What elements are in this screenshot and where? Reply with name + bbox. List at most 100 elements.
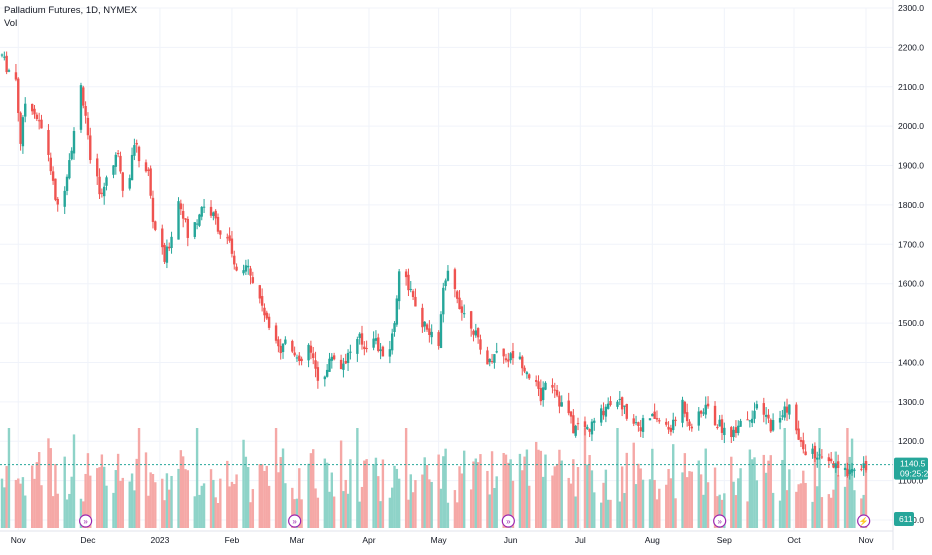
volume-bar <box>40 485 43 528</box>
volume-bar <box>193 496 196 528</box>
candle-body <box>718 419 721 427</box>
volume-bar <box>502 452 505 528</box>
volume-bar <box>170 475 173 528</box>
volume-bar <box>404 428 408 528</box>
candle-body <box>214 210 217 219</box>
volume-bar <box>846 428 849 528</box>
candle-body <box>813 445 817 459</box>
candle-body <box>381 346 385 357</box>
volume-bar <box>730 456 733 528</box>
candle-body <box>70 150 73 160</box>
price-tick-label: 1200.0 <box>898 436 924 446</box>
volume-bar <box>82 501 85 528</box>
event-markers: » » » » ⚡ <box>79 514 871 528</box>
volume-bar <box>51 496 55 528</box>
split-event-icon <box>713 514 727 528</box>
candle-body <box>634 422 638 424</box>
candle-body <box>154 221 157 230</box>
last-volume-value: 611 <box>899 514 913 524</box>
volume-bar <box>567 477 570 528</box>
volume-bar <box>377 476 380 528</box>
volume-bar <box>181 456 185 528</box>
time-axis[interactable]: Nov Dec 2023 Feb Mar Apr May Jun Jul Aug Sep Oct Nov <box>0 530 893 545</box>
candle-body <box>279 345 282 354</box>
candle-body <box>325 369 329 377</box>
price-tick-label: 1700.0 <box>898 239 924 249</box>
candle-body <box>690 426 694 429</box>
candle-body <box>7 70 11 72</box>
volume-bar <box>258 464 262 528</box>
volume-bar <box>437 454 440 528</box>
candle-body <box>446 270 450 281</box>
price-tick-label: 2200.0 <box>898 42 924 52</box>
volume-bar <box>356 428 359 528</box>
candle-body <box>17 78 20 113</box>
volume-bar <box>723 493 726 528</box>
volume-bar <box>639 468 642 528</box>
volume-bar <box>551 475 554 528</box>
candle-body <box>655 418 659 420</box>
volume-bar <box>490 451 494 528</box>
volume-bar <box>179 450 183 528</box>
volume-bar <box>200 485 203 528</box>
volume-bar <box>476 462 480 528</box>
volume-bar <box>430 481 433 528</box>
candle-body <box>836 461 840 468</box>
candle-body <box>170 236 173 248</box>
price-tick-label: 1600.0 <box>898 279 924 289</box>
candle-body <box>637 422 640 426</box>
volume-bar <box>263 470 266 528</box>
candle-body <box>19 112 22 144</box>
candle-body <box>40 119 43 129</box>
candle-body <box>797 428 800 440</box>
volume-bar <box>458 466 461 528</box>
chart-legend: Palladium Futures, 1D, NYMEX Vol <box>4 4 137 30</box>
volume-bar <box>674 498 677 528</box>
candle-body <box>360 333 364 345</box>
candle-body <box>151 197 155 222</box>
volume-bar <box>5 466 8 528</box>
candle-body <box>249 268 252 276</box>
volume-bar <box>128 481 131 528</box>
candle-body <box>404 271 408 278</box>
symbol-title[interactable]: Palladium Futures, 1D, NYMEX <box>4 5 138 16</box>
candle-body <box>862 463 865 469</box>
volume-legend[interactable]: Vol <box>4 18 18 29</box>
candle-body <box>560 402 563 407</box>
volume-bar <box>284 483 287 528</box>
candle-body <box>658 420 661 422</box>
candle-body <box>706 403 710 407</box>
candle-body <box>277 339 280 347</box>
candle-body <box>732 429 735 438</box>
candle-body <box>672 419 675 431</box>
candle-body <box>551 384 554 388</box>
candle-body <box>298 355 301 362</box>
volume-bar <box>606 499 610 528</box>
volume-bar <box>746 501 749 528</box>
candle-body <box>799 439 803 442</box>
volume-bar <box>21 477 25 528</box>
candle-body <box>102 186 106 197</box>
candle-body <box>669 427 673 432</box>
candle-body <box>65 176 69 191</box>
volume-bar <box>235 474 238 528</box>
candle-body <box>193 222 196 237</box>
candle-body <box>502 348 505 357</box>
candle-body <box>771 420 775 431</box>
candle-body <box>161 228 164 248</box>
candle-body <box>720 419 724 433</box>
volume-bar <box>816 486 819 528</box>
candle-body <box>89 135 92 161</box>
volume-bar <box>409 474 412 528</box>
candle-body <box>51 171 55 181</box>
volume-bars <box>0 428 868 528</box>
volume-bar <box>771 492 775 528</box>
candle-body <box>105 177 108 186</box>
candle-body <box>135 142 138 145</box>
volume-bar <box>788 469 791 528</box>
candle-body <box>755 404 759 409</box>
volume-bar <box>233 484 236 528</box>
candle-body <box>574 425 577 436</box>
volume-bar <box>528 485 531 528</box>
candle-body <box>3 56 6 58</box>
